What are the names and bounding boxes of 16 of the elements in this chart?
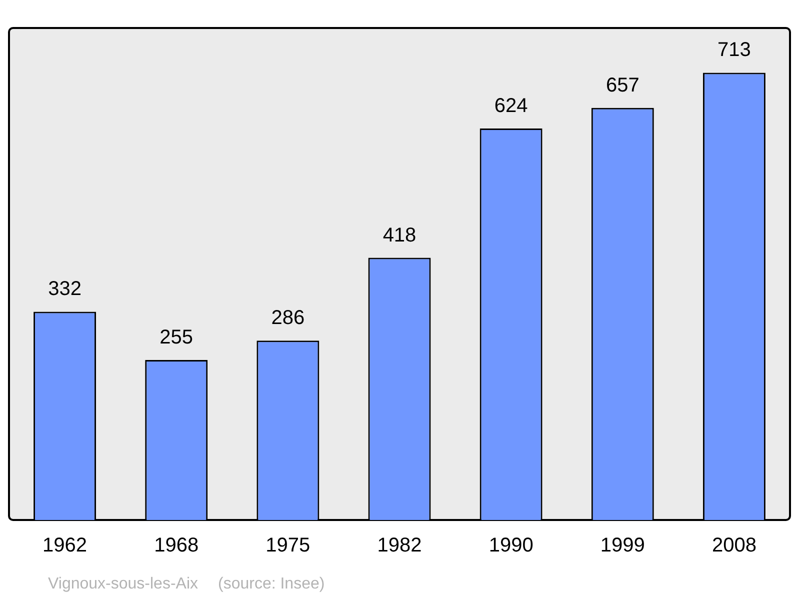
data-label: 713 — [718, 39, 751, 62]
data-label: 286 — [271, 307, 305, 330]
x-tick-label: 1968 — [154, 534, 199, 557]
data-label: 418 — [382, 224, 416, 246]
data-label: 657 — [606, 74, 640, 96]
x-tick-label: 1982 — [377, 534, 422, 557]
x-tick-label: 1975 — [266, 534, 310, 557]
text: Vignoux-sous-les-Aix — [48, 575, 198, 592]
data-label: 332 — [48, 278, 82, 300]
x-tick-label: 1999 — [600, 534, 645, 557]
x-tick-label: 1962 — [42, 534, 88, 557]
data-label: 255 — [160, 326, 194, 349]
text: (source: Insee) — [218, 575, 325, 592]
data-label: 624 — [494, 95, 528, 118]
x-tick-label: 2008 — [712, 534, 756, 557]
x-tick-label: 1990 — [488, 534, 534, 557]
